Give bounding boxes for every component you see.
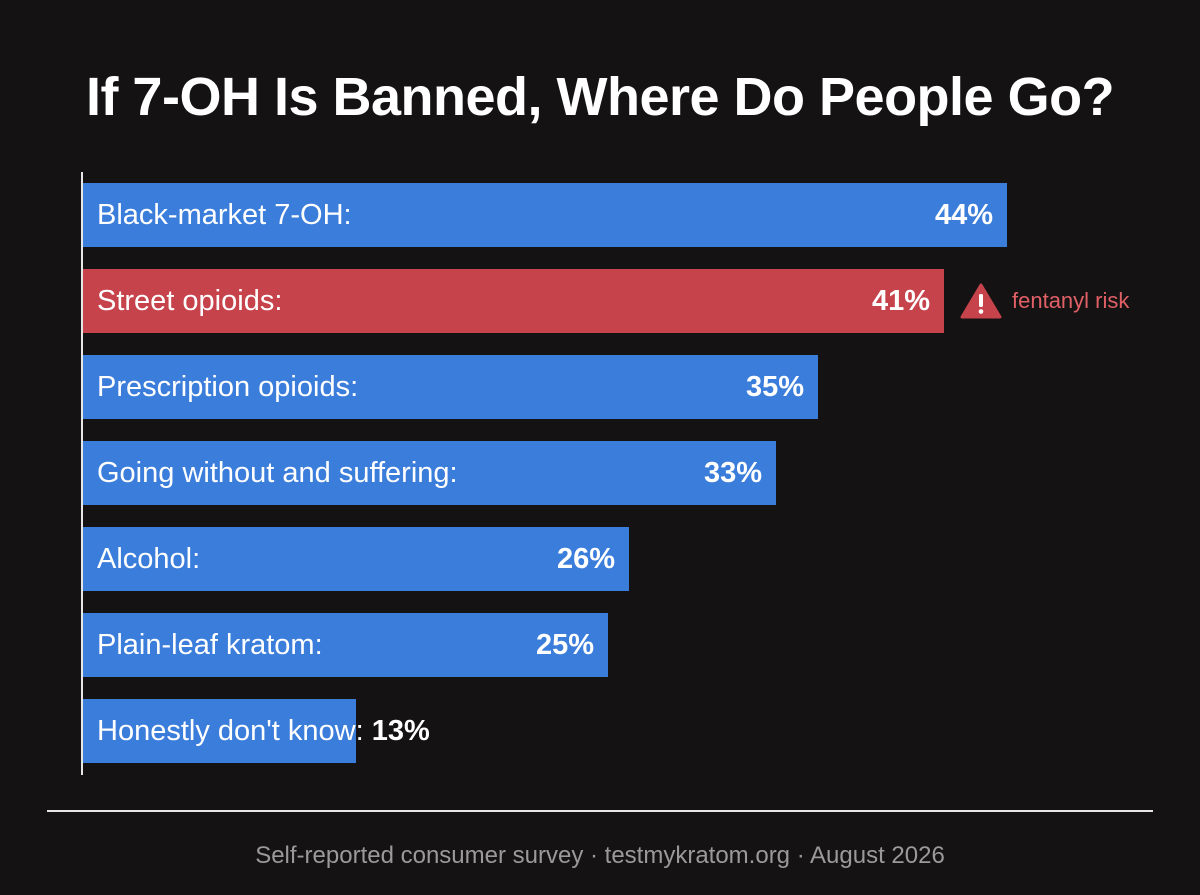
bar-label-2: Street opioids: xyxy=(97,285,283,317)
footer-divider xyxy=(47,810,1153,812)
bar-label-1: Black-market 7-OH: xyxy=(97,199,352,231)
y-axis-line xyxy=(81,172,83,775)
bar-3 xyxy=(83,355,818,419)
bar-6 xyxy=(83,613,608,677)
bar-label-3: Prescription opioids: xyxy=(97,371,359,403)
bar-label-6: Plain-leaf kratom: xyxy=(97,629,323,661)
bar-label-4: Going without and suffering: xyxy=(97,457,458,489)
bar-label-5: Alcohol: xyxy=(97,543,201,575)
source-footnote: Self-reported consumer survey · testmykr… xyxy=(255,842,945,869)
bar-value-2: 41% xyxy=(871,285,930,317)
bar-5 xyxy=(83,527,629,591)
bar-label-7: Honestly don't know: xyxy=(97,715,364,747)
bar-2 xyxy=(83,269,944,333)
bar-value-7: 13% xyxy=(371,715,430,747)
chart-title: If 7-OH Is Banned, Where Do People Go? xyxy=(85,67,1115,127)
bar-value-3: 35% xyxy=(745,371,804,403)
warning-triangle-icon xyxy=(960,283,1002,319)
bar-4 xyxy=(83,441,776,505)
bar-value-5: 26% xyxy=(556,543,615,575)
bar-7 xyxy=(83,699,356,763)
bar-value-1: 44% xyxy=(934,199,993,231)
bar-value-6: 25% xyxy=(535,629,594,661)
bar-1 xyxy=(83,183,1007,247)
bar-value-4: 33% xyxy=(703,457,762,489)
annotation-text: fentanyl risk xyxy=(1012,288,1130,313)
fentanyl-risk-annotation: fentanyl risk xyxy=(960,269,1129,333)
